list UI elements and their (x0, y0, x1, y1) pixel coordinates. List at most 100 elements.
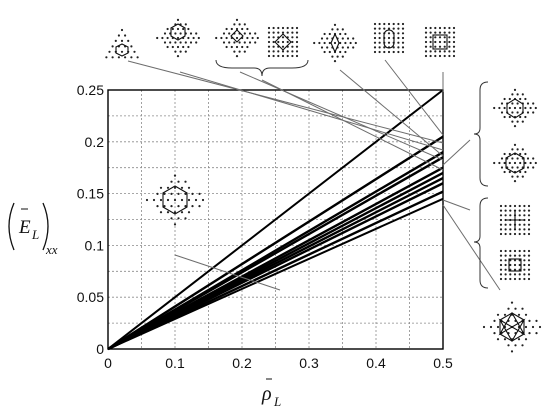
lattice-node (235, 55, 239, 58)
lattice-node (225, 27, 228, 31)
lattice-node (511, 111, 514, 114)
lattice-node (272, 36, 275, 39)
lattice-node (392, 27, 395, 30)
lattice-node (527, 214, 531, 217)
lattice-node (524, 325, 528, 329)
lattice-node (524, 115, 527, 119)
lattice-node (518, 204, 521, 208)
lattice-node (320, 37, 324, 40)
lattice-node (373, 46, 377, 49)
lattice-node (378, 27, 381, 30)
lattice-node (197, 36, 200, 40)
lattice-node (176, 55, 180, 58)
lattice-node (489, 325, 493, 329)
lattice-node (496, 338, 500, 341)
lattice-node (159, 211, 163, 214)
lattice-node (504, 223, 507, 226)
lattice-node (192, 36, 195, 40)
lattice-node (243, 23, 246, 26)
lattice-node (448, 50, 451, 53)
lattice-node (177, 217, 180, 220)
lattice-node (281, 54, 285, 58)
lattice-node (378, 46, 381, 49)
lattice-node (291, 40, 294, 44)
lattice-node (517, 338, 521, 341)
lattice-node (187, 27, 190, 31)
lattice-node (179, 41, 182, 44)
lattice-node (518, 259, 521, 262)
lattice-node (503, 170, 506, 174)
lattice-node (281, 31, 285, 34)
y-tick-label: 0.05 (77, 289, 104, 305)
lattice-node (499, 228, 503, 231)
lattice-node (527, 204, 531, 208)
lattice-node (170, 180, 173, 183)
lattice-node (120, 28, 124, 32)
lattice-node (519, 115, 522, 119)
lattice-node (452, 50, 456, 53)
lattice-node (156, 192, 159, 195)
lattice-node (532, 102, 535, 105)
lattice-node (448, 26, 451, 30)
y-label-right-paren (42, 202, 49, 251)
lattice-node (111, 56, 114, 59)
lattice-node (233, 50, 236, 53)
lattice-node (499, 218, 503, 222)
lattice-node (513, 143, 517, 146)
lattice-node (443, 45, 446, 48)
lattice-node (187, 45, 190, 49)
lattice-node (341, 55, 344, 58)
y-label-left-paren (8, 202, 15, 251)
lattice-node (503, 106, 506, 110)
y-tick-label: 0 (96, 341, 104, 357)
lattice-node (277, 54, 280, 58)
lattice-node (286, 40, 289, 44)
lattice-node (159, 198, 163, 202)
lattice-node (434, 50, 437, 53)
lattice-node (243, 41, 246, 44)
lattice-node (387, 27, 391, 30)
arrow-hex-inset (179, 71, 444, 151)
annotation-arrows (127, 59, 501, 291)
lattice-node (387, 41, 391, 44)
lattice-node (174, 32, 177, 35)
lattice-node (434, 31, 437, 34)
lattice-node (524, 161, 527, 165)
lattice-node (344, 50, 347, 54)
lattice-node (179, 50, 182, 53)
lattice-node (286, 26, 289, 30)
lattice-node (176, 27, 180, 31)
lattice-node (108, 50, 111, 53)
lattice-node (424, 31, 428, 34)
lattice-node (452, 26, 456, 30)
lattice-node (500, 102, 504, 105)
lattice-node (503, 313, 507, 316)
lattice-node (215, 36, 218, 40)
lattice-node (500, 166, 504, 169)
arrow-right-mid-inset (442, 199, 471, 211)
lattice-node (184, 23, 187, 26)
lattice-node (176, 36, 180, 40)
lattice-node (429, 36, 432, 39)
lattice-node (524, 170, 527, 174)
lattice-node (179, 32, 182, 35)
series-line-2 (107, 135, 444, 351)
lattice-node (527, 223, 531, 226)
lattice-node (493, 161, 496, 165)
lattice-node (509, 273, 512, 276)
lattice-node (429, 31, 432, 34)
lattice-node (511, 166, 514, 169)
lattice-node (496, 313, 500, 316)
x-tick-label: 0.5 (433, 355, 453, 371)
lattice-node (254, 41, 257, 44)
lattice-node (513, 106, 517, 110)
lattice-node (272, 50, 275, 53)
lattice-node (397, 50, 400, 54)
lattice-node (243, 50, 246, 53)
lattice-node (513, 88, 517, 91)
lattice-node (521, 120, 524, 123)
lattice-node (248, 32, 252, 35)
lattice-node (174, 50, 177, 53)
lattice-node (526, 111, 530, 114)
